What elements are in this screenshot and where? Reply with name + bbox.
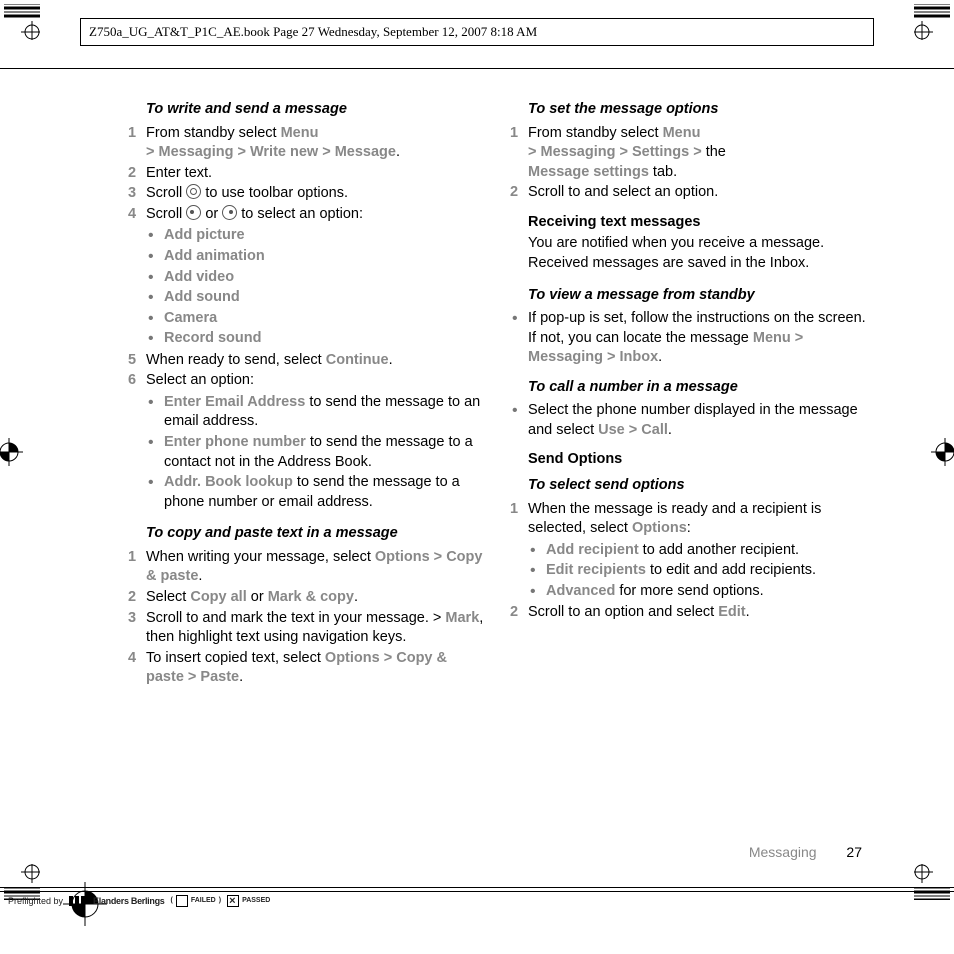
section-title: To write and send a message — [146, 100, 484, 120]
bullet: Select the phone number displayed in the… — [510, 401, 866, 440]
option: Addr. Book lookup to send the message to… — [146, 473, 484, 512]
step: Select Copy all or Mark & copy. — [128, 588, 484, 608]
status-failed: ( FAILED ) — [170, 895, 221, 907]
step: From standby select Menu > Messaging > W… — [128, 124, 484, 163]
crop-mark-tl — [4, 4, 40, 40]
step: When writing your message, select Option… — [128, 548, 484, 587]
step: To insert copied text, select Options > … — [128, 649, 484, 688]
option: Edit recipients to edit and add recipien… — [528, 561, 866, 581]
step: When ready to send, select Continue. — [128, 351, 484, 371]
section-title: To select send options — [528, 476, 866, 496]
option: Add recipient to add another recipient. — [528, 541, 866, 561]
option: Camera — [146, 309, 484, 329]
step: Enter text. — [128, 164, 484, 184]
option: Enter Email Address to send the message … — [146, 393, 484, 432]
option: Add picture — [146, 226, 484, 246]
step: From standby select Menu > Messaging > S… — [510, 124, 866, 183]
section-title: To view a message from standby — [528, 286, 866, 306]
preflight-label: Preflighted by — [8, 895, 63, 907]
step: Scroll to an option and select Edit. — [510, 603, 866, 623]
section-title: To call a number in a message — [528, 378, 866, 398]
nav-left-icon — [186, 205, 201, 220]
option: Enter phone number to send the message t… — [146, 433, 484, 472]
option: Record sound — [146, 329, 484, 349]
crop-mark-tr — [914, 4, 950, 40]
step: When the message is ready and a recipien… — [510, 500, 866, 602]
subheading: Receiving text messages — [528, 213, 866, 233]
content-area: To write and send a message From standby… — [128, 100, 866, 854]
nav-right-icon — [222, 205, 237, 220]
step: Scroll or to select an option: Add pictu… — [128, 205, 484, 349]
brand-icon — [69, 894, 87, 908]
subheading: Send Options — [528, 450, 866, 470]
section-title: To set the message options — [528, 100, 866, 120]
nav-icon — [186, 184, 201, 199]
option: Advanced for more send options. — [528, 582, 866, 602]
step: Scroll to and select an option. — [510, 183, 866, 203]
page-header-box: Z750a_UG_AT&T_P1C_AE.book Page 27 Wednes… — [80, 18, 874, 46]
option: Add video — [146, 268, 484, 288]
bullet: If pop-up is set, follow the instruction… — [510, 309, 866, 368]
step: Scroll to and mark the text in your mess… — [128, 609, 484, 648]
left-column: To write and send a message From standby… — [128, 100, 484, 854]
preflight-bar: Preflighted by Elanders Berlings ( FAILE… — [8, 894, 270, 908]
step: Select an option: Enter Email Address to… — [128, 371, 484, 512]
page-number: 27 — [846, 844, 862, 860]
page-footer: Messaging 27 — [749, 843, 862, 862]
status-passed: PASSED — [227, 895, 270, 907]
footer-section: Messaging — [749, 844, 817, 860]
header-text: Z750a_UG_AT&T_P1C_AE.book Page 27 Wednes… — [89, 24, 537, 39]
option: Add sound — [146, 288, 484, 308]
option: Add animation — [146, 247, 484, 267]
right-column: To set the message options From standby … — [510, 100, 866, 854]
step: Scroll to use toolbar options. — [128, 184, 484, 204]
section-title: To copy and paste text in a message — [146, 524, 484, 544]
bottom-rule — [0, 891, 954, 892]
brand-name: Elanders Berlings — [93, 895, 164, 907]
paragraph: You are notified when you receive a mess… — [528, 234, 866, 273]
